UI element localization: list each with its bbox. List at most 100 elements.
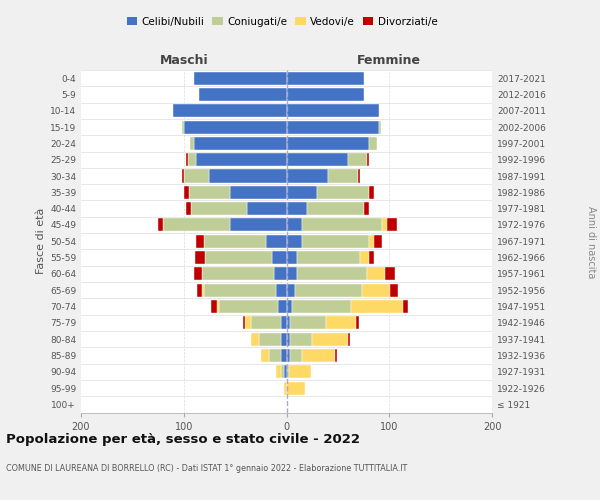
Bar [188, 153, 196, 166]
Bar [287, 316, 290, 330]
Bar [297, 251, 361, 264]
Bar [287, 104, 379, 118]
Bar [290, 349, 302, 362]
Bar [194, 137, 287, 150]
Bar [194, 268, 202, 280]
Bar [261, 349, 269, 362]
Bar [196, 234, 205, 248]
Bar [374, 234, 382, 248]
Bar [297, 268, 367, 280]
Bar [348, 332, 350, 345]
Bar [287, 268, 297, 280]
Bar [287, 234, 302, 248]
Bar [312, 332, 348, 345]
Text: Femmine: Femmine [357, 54, 421, 66]
Bar [281, 365, 284, 378]
Bar [287, 120, 379, 134]
Bar [295, 284, 362, 296]
Bar [290, 332, 312, 345]
Bar [287, 88, 364, 101]
Bar [182, 170, 184, 182]
Bar [403, 300, 408, 313]
Bar [287, 332, 290, 345]
Bar [189, 186, 230, 199]
Bar [287, 202, 307, 215]
Bar [287, 218, 302, 232]
Bar [364, 202, 369, 215]
Bar [379, 120, 381, 134]
Bar [259, 332, 281, 345]
Bar [251, 332, 259, 345]
Bar [287, 153, 348, 166]
Text: Popolazione per età, sesso e stato civile - 2022: Popolazione per età, sesso e stato civil… [6, 432, 360, 446]
Bar [182, 120, 184, 134]
Bar [230, 186, 287, 199]
Bar [247, 202, 287, 215]
Bar [351, 300, 403, 313]
Bar [205, 251, 272, 264]
Bar [204, 234, 266, 248]
Bar [186, 202, 191, 215]
Text: COMUNE DI LAUREANA DI BORRELLO (RC) - Dati ISTAT 1° gennaio 2022 - Elaborazione : COMUNE DI LAUREANA DI BORRELLO (RC) - Da… [6, 464, 407, 473]
Bar [287, 300, 292, 313]
Text: Maschi: Maschi [160, 54, 208, 66]
Bar [369, 186, 374, 199]
Bar [287, 365, 289, 378]
Legend: Celibi/Nubili, Coniugati/e, Vedovi/e, Divorziati/e: Celibi/Nubili, Coniugati/e, Vedovi/e, Di… [122, 12, 442, 31]
Bar [276, 284, 287, 296]
Bar [196, 153, 287, 166]
Bar [284, 382, 287, 394]
Bar [281, 332, 287, 345]
Bar [276, 365, 281, 378]
Bar [287, 382, 305, 394]
Bar [307, 202, 364, 215]
Bar [287, 170, 328, 182]
Bar [195, 251, 205, 264]
Bar [202, 284, 205, 296]
Bar [302, 349, 335, 362]
Bar [385, 268, 395, 280]
Bar [209, 170, 287, 182]
Bar [274, 268, 287, 280]
Bar [362, 284, 390, 296]
Bar [272, 251, 287, 264]
Bar [302, 234, 369, 248]
Bar [290, 316, 326, 330]
Bar [191, 202, 247, 215]
Bar [367, 268, 385, 280]
Bar [184, 186, 189, 199]
Bar [278, 300, 287, 313]
Bar [230, 218, 287, 232]
Bar [292, 300, 351, 313]
Bar [289, 365, 311, 378]
Bar [328, 170, 358, 182]
Bar [281, 349, 287, 362]
Bar [287, 284, 295, 296]
Bar [163, 218, 230, 232]
Bar [358, 170, 361, 182]
Bar [269, 349, 281, 362]
Bar [287, 251, 297, 264]
Bar [211, 300, 217, 313]
Bar [287, 349, 290, 362]
Bar [287, 137, 369, 150]
Bar [199, 88, 287, 101]
Bar [218, 300, 278, 313]
Bar [281, 316, 287, 330]
Bar [205, 284, 276, 296]
Bar [387, 218, 397, 232]
Bar [251, 316, 281, 330]
Bar [369, 137, 377, 150]
Bar [287, 186, 317, 199]
Bar [335, 349, 337, 362]
Bar [173, 104, 287, 118]
Bar [348, 153, 367, 166]
Bar [245, 316, 251, 330]
Bar [382, 218, 387, 232]
Y-axis label: Fasce di età: Fasce di età [36, 208, 46, 274]
Bar [184, 120, 287, 134]
Bar [190, 137, 194, 150]
Bar [244, 316, 245, 330]
Bar [317, 186, 369, 199]
Bar [390, 284, 398, 296]
